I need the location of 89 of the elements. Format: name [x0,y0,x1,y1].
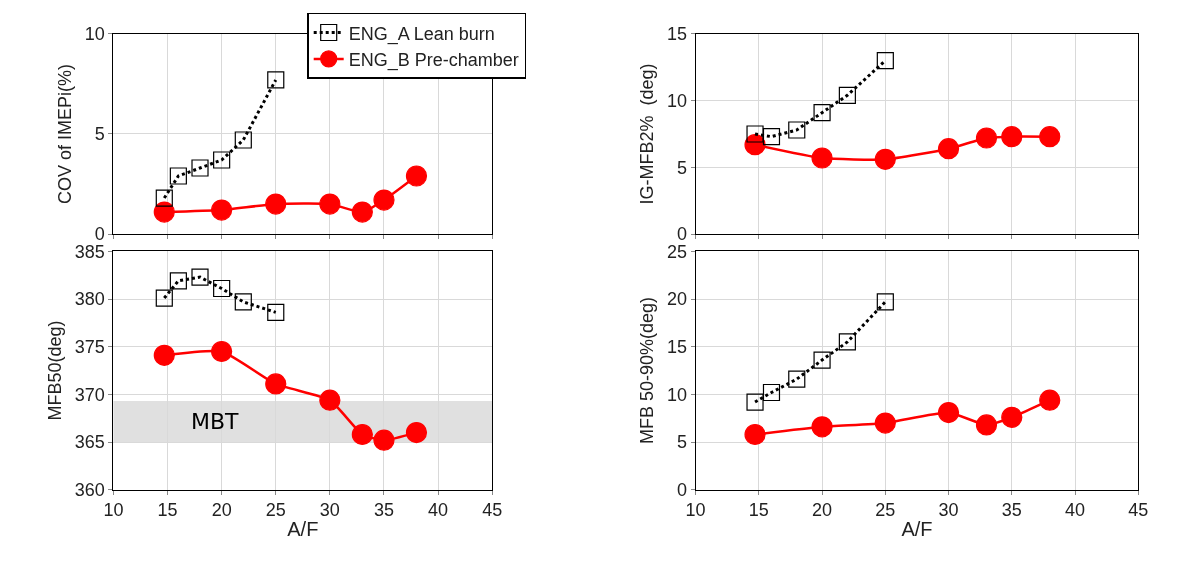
point [1039,126,1061,148]
point [1039,389,1061,411]
x-tick-label: 25 [265,500,286,521]
y-tick-label: 15 [666,337,687,358]
point [155,189,173,207]
point [213,151,231,169]
x-tick-label: 35 [1001,500,1022,521]
point [191,268,209,286]
x-tick-label: 30 [319,500,340,521]
point [937,401,960,424]
point [405,421,428,444]
point [211,199,233,221]
point [1001,126,1023,148]
x-tick-label: 45 [482,500,503,521]
point [937,138,960,160]
x-axis-title: A/F [287,517,319,540]
y-tick-label: 365 [74,432,105,453]
legend-label: ENG_A Lean burn [348,23,495,45]
point [811,416,833,438]
point [788,370,806,388]
point [788,121,806,139]
y-tick-label: 360 [74,480,105,501]
y-tick-label: 380 [74,289,105,310]
point [874,412,896,434]
point [319,193,341,215]
point [169,272,187,290]
x-tick-label: 15 [748,500,769,521]
point [234,293,252,311]
y-tick-label: 0 [676,480,687,501]
band-label: MBT [191,409,240,434]
y-tick-label: 10 [666,90,687,111]
point [975,127,998,149]
point [813,351,831,369]
point [762,128,781,146]
point [169,167,187,185]
point [191,159,209,177]
y-tick-label: 5 [676,157,687,178]
point [876,293,894,311]
point [746,125,764,143]
point [405,165,428,187]
point [153,344,175,366]
point [874,148,896,170]
x-tick-label: 25 [875,500,896,521]
point [838,333,856,351]
x-tick-label: 30 [938,500,959,521]
x-tick-label: 40 [428,500,449,521]
y-tick-label: 10 [666,384,687,405]
point [813,104,831,122]
y-tick-label: 10 [84,24,105,45]
point [265,373,287,395]
point [211,340,233,363]
y-tick-label: 375 [74,337,105,358]
point [373,429,395,451]
point [762,383,781,402]
y-axis-title: COV of IMEPi(%) [54,63,75,204]
point [975,414,998,436]
point [319,389,341,411]
x-tick-label: 15 [157,500,178,521]
point [153,201,175,223]
x-axis-title: A/F [901,517,933,540]
y-axis-title: IG-MFB2% (deg) [637,63,658,205]
point [155,289,173,307]
y-tick-label: 15 [666,24,687,45]
point [1001,406,1023,428]
point [234,131,252,149]
y-axis-title: MFB 50-90%(deg) [637,297,658,445]
y-axis-title: MFB50(deg) [44,320,65,421]
point [373,189,395,211]
point [265,193,287,215]
y-tick-label: 20 [666,289,687,310]
point [213,279,231,298]
y-tick-label: 5 [676,432,687,453]
y-tick-label: 5 [94,124,105,145]
x-tick-label: 40 [1065,500,1086,521]
x-tick-label: 45 [1128,500,1149,521]
point [351,423,373,446]
y-tick-label: 370 [74,384,105,405]
point [744,423,766,446]
legend-label: ENG_B Pre-chamber [348,49,519,71]
x-tick-label: 20 [812,500,833,521]
point [838,86,856,104]
point [351,201,373,223]
point [267,71,285,89]
point [267,303,285,321]
point [746,393,764,411]
x-tick-label: 20 [211,500,232,521]
x-tick-label: 35 [373,500,395,521]
point [811,147,833,169]
point [876,52,894,70]
